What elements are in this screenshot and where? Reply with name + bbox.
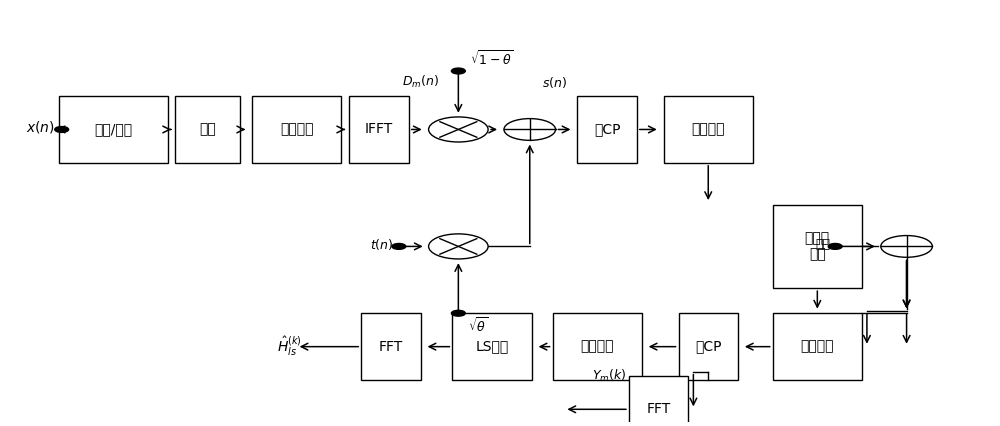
Text: 并串转换: 并串转换 (801, 340, 834, 354)
Text: 并串转换: 并串转换 (692, 122, 725, 136)
Circle shape (881, 236, 932, 257)
FancyBboxPatch shape (175, 96, 240, 163)
Text: $s(n)$: $s(n)$ (542, 75, 567, 90)
Circle shape (504, 118, 556, 140)
Text: $D_m(n)$: $D_m(n)$ (402, 74, 439, 90)
FancyBboxPatch shape (678, 313, 738, 380)
Circle shape (392, 244, 406, 249)
Text: 加CP: 加CP (594, 122, 620, 136)
FancyBboxPatch shape (452, 313, 532, 380)
Text: IFFT: IFFT (365, 122, 393, 136)
FancyBboxPatch shape (664, 96, 753, 163)
Circle shape (429, 234, 488, 259)
Text: 时域平均: 时域平均 (580, 340, 614, 354)
Text: $x(n)$: $x(n)$ (26, 119, 55, 135)
Text: $t(n)$: $t(n)$ (370, 237, 394, 252)
Circle shape (828, 244, 842, 249)
Text: 去CP: 去CP (695, 340, 722, 354)
Text: 电力线
信道: 电力线 信道 (805, 231, 830, 262)
FancyBboxPatch shape (59, 96, 168, 163)
Text: 调制: 调制 (199, 122, 216, 136)
FancyBboxPatch shape (629, 376, 688, 426)
FancyBboxPatch shape (361, 313, 421, 380)
Circle shape (451, 310, 465, 316)
Text: 噪声: 噪声 (815, 238, 830, 251)
Text: 编码/交织: 编码/交织 (94, 122, 132, 136)
FancyBboxPatch shape (349, 96, 409, 163)
FancyBboxPatch shape (773, 313, 862, 380)
Circle shape (451, 68, 465, 74)
Circle shape (55, 127, 69, 132)
FancyBboxPatch shape (577, 96, 637, 163)
Text: $\sqrt{\theta}$: $\sqrt{\theta}$ (468, 317, 488, 335)
Text: $Y_m(k)$: $Y_m(k)$ (592, 368, 626, 384)
FancyBboxPatch shape (773, 204, 862, 288)
FancyBboxPatch shape (252, 96, 341, 163)
Text: FFT: FFT (647, 402, 671, 416)
FancyBboxPatch shape (553, 313, 642, 380)
Text: $\sqrt{1-\theta}$: $\sqrt{1-\theta}$ (470, 49, 514, 68)
Text: 串并转换: 串并转换 (280, 122, 313, 136)
Text: LS估计: LS估计 (475, 340, 509, 354)
Text: FFT: FFT (379, 340, 403, 354)
Text: $\hat{H}_{ls}^{(k)}$: $\hat{H}_{ls}^{(k)}$ (277, 335, 302, 358)
Circle shape (429, 117, 488, 142)
